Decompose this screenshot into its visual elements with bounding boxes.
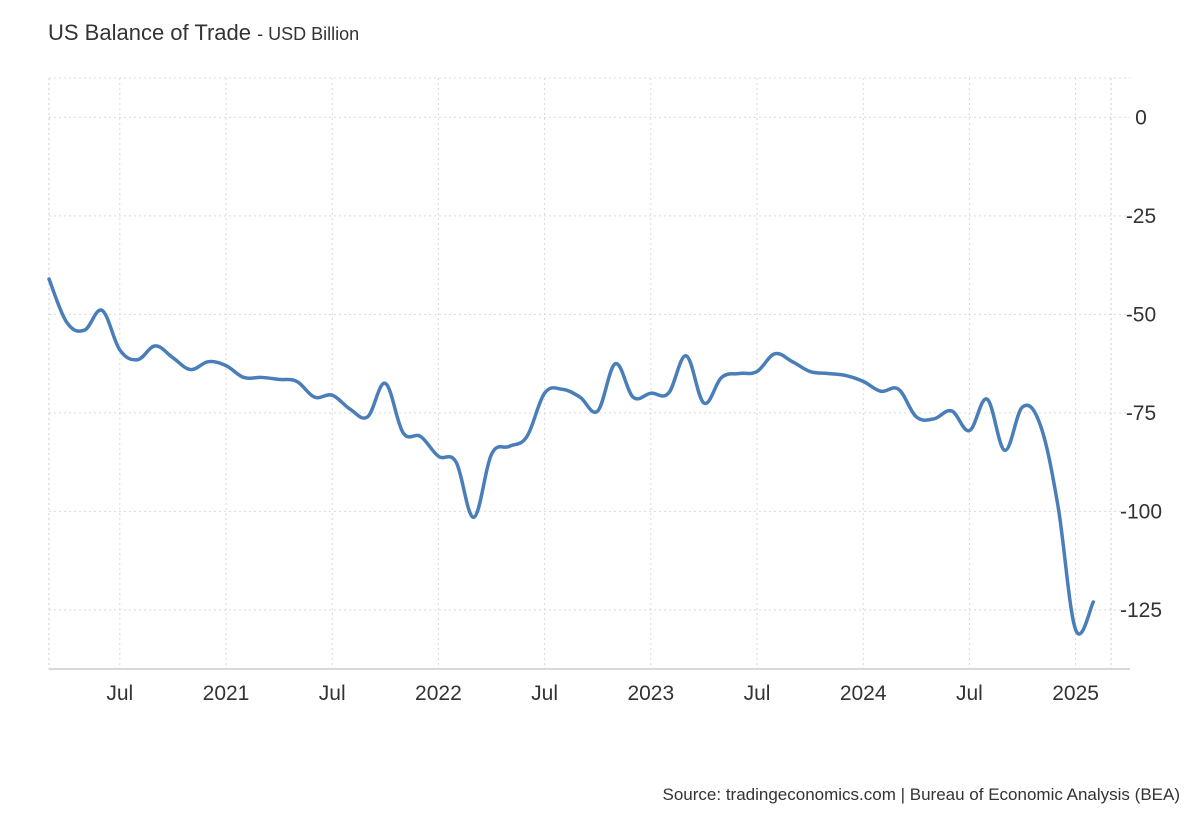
line-chart: 0 -25 -50 -75 -100 -125 Jul 2021 Jul 2022 Jul 2023 J… bbox=[47, 77, 1162, 705]
x-tick-label: 2022 bbox=[415, 682, 462, 705]
chart-unit: - USD Billion bbox=[257, 24, 360, 44]
source-note: Source: tradingeconomics.com | Bureau of… bbox=[662, 785, 1180, 804]
x-tick-label: 2024 bbox=[840, 682, 887, 705]
y-tick-label: -25 bbox=[1126, 205, 1156, 228]
x-tick-label: 2025 bbox=[1052, 682, 1099, 705]
y-tick-label: 0 bbox=[1135, 106, 1147, 129]
y-tick-label: -125 bbox=[1120, 599, 1162, 622]
y-tick-label: -50 bbox=[1126, 303, 1156, 326]
y-tick-label: -75 bbox=[1126, 402, 1156, 425]
chart-title: US Balance of Trade - USD Billion bbox=[48, 20, 359, 46]
x-tick-label: 2021 bbox=[203, 682, 250, 705]
tick-labels: 0 -25 -50 -75 -100 -125 Jul 2021 Jul 2022 Jul 2023 J… bbox=[106, 106, 1162, 705]
x-tick-label: 2023 bbox=[627, 682, 674, 705]
series-line bbox=[47, 277, 1096, 636]
grid-lines bbox=[49, 78, 1130, 669]
series-layer bbox=[47, 277, 1096, 636]
chart-title-text: US Balance of Trade bbox=[48, 20, 252, 45]
x-tick-label: Jul bbox=[106, 682, 133, 705]
y-tick-label: -100 bbox=[1120, 500, 1162, 523]
x-tick-label: Jul bbox=[531, 682, 558, 705]
x-tick-label: Jul bbox=[319, 682, 346, 705]
x-tick-label: Jul bbox=[956, 682, 983, 705]
x-tick-label: Jul bbox=[744, 682, 771, 705]
axes bbox=[48, 77, 1130, 670]
